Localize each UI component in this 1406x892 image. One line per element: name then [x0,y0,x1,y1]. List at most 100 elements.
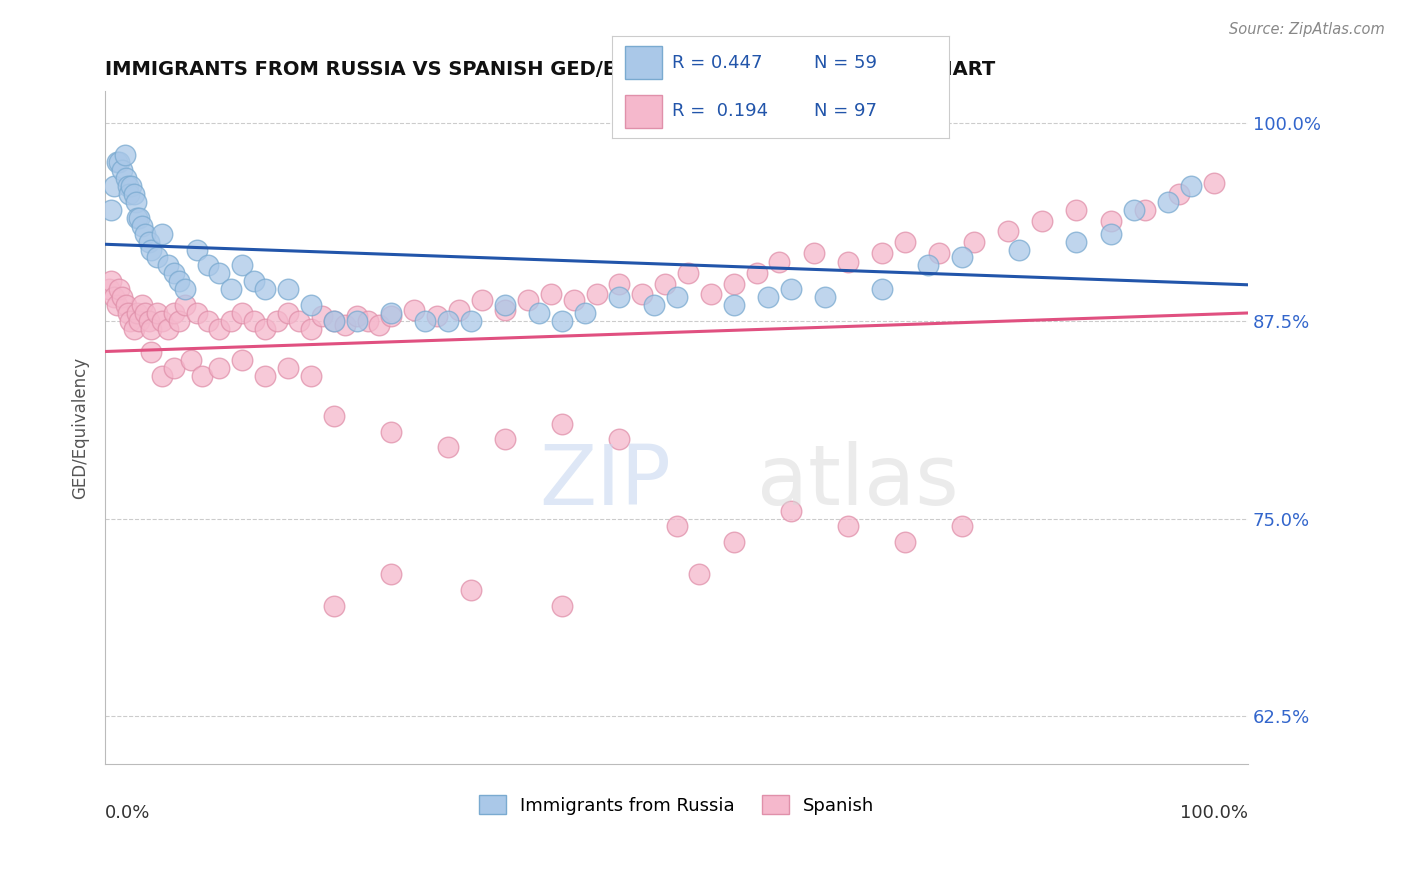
Point [585,286,607,301]
Point [145,251,167,265]
Point [299,369,322,384]
Point [219,282,242,296]
Point [380,425,402,439]
Point [1099,214,1122,228]
Point [1008,243,1031,257]
Point [676,266,699,280]
Point [665,519,688,533]
Point [529,306,551,320]
Point [460,314,482,328]
Point [138,314,160,328]
Point [357,314,380,328]
Point [108,155,131,169]
Text: N = 97: N = 97 [814,102,877,120]
Point [517,293,540,307]
Point [1168,187,1191,202]
Point [551,599,574,613]
Point [562,293,585,307]
Point [380,566,402,581]
Point [150,314,173,328]
Point [219,314,242,328]
Point [950,519,973,533]
Point [311,309,333,323]
Point [471,293,494,307]
Point [100,202,122,217]
Point [1031,214,1053,228]
Point [103,179,125,194]
Point [346,314,368,328]
Point [609,433,631,447]
Point [494,302,516,317]
Text: atlas: atlas [756,441,959,522]
Point [145,306,167,320]
Point [114,171,136,186]
Point [197,314,219,328]
Point [654,277,676,292]
Text: 0.0%: 0.0% [105,805,150,822]
Text: R = 0.447: R = 0.447 [672,54,763,72]
Point [118,187,141,202]
Point [322,599,344,613]
Point [242,314,264,328]
Point [128,211,150,225]
Point [756,290,779,304]
Point [551,417,574,431]
Point [197,258,219,272]
Point [609,277,631,292]
Point [100,274,122,288]
Point [665,290,688,304]
Point [643,298,665,312]
Text: Source: ZipAtlas.com: Source: ZipAtlas.com [1229,22,1385,37]
Point [231,258,253,272]
Point [368,318,391,333]
Point [157,258,180,272]
Point [111,290,134,304]
Point [779,503,801,517]
Point [254,321,277,335]
Text: IMMIGRANTS FROM RUSSIA VS SPANISH GED/EQUIVALENCY CORRELATION CHART: IMMIGRANTS FROM RUSSIA VS SPANISH GED/EQ… [105,60,995,78]
Point [127,306,149,320]
Point [322,314,344,328]
Point [1066,235,1088,249]
Point [346,309,368,323]
Point [186,306,208,320]
Point [894,535,917,549]
Point [768,255,790,269]
Point [723,535,745,549]
Point [1202,176,1225,190]
Point [631,286,654,301]
Point [870,282,893,296]
Point [134,227,156,241]
Point [437,314,460,328]
Point [131,298,153,312]
Point [174,298,197,312]
Legend: Immigrants from Russia, Spanish: Immigrants from Russia, Spanish [471,789,882,822]
Point [111,163,134,178]
Point [540,286,562,301]
Point [460,582,482,597]
Point [105,155,128,169]
Point [322,409,344,423]
Point [174,282,197,296]
Point [950,251,973,265]
Point [157,321,180,335]
Text: ZIP: ZIP [540,441,671,522]
Point [150,369,173,384]
Point [117,179,139,194]
Point [150,227,173,241]
Point [928,245,950,260]
Point [97,282,120,296]
Point [169,314,191,328]
Point [277,361,299,376]
Point [426,309,449,323]
Point [997,223,1019,237]
Point [138,235,160,249]
Point [494,298,516,312]
Point [1133,202,1156,217]
Point [894,235,917,249]
Point [163,361,186,376]
Point [402,302,425,317]
Text: 100.0%: 100.0% [1180,805,1249,822]
Point [380,309,402,323]
Point [103,290,125,304]
